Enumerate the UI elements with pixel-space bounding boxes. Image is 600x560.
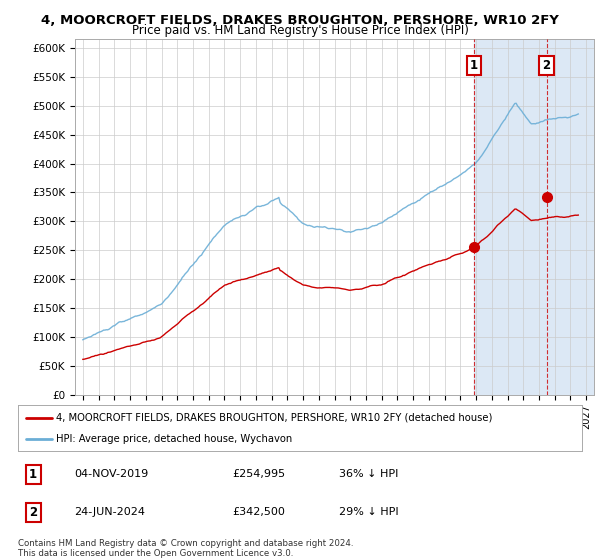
Text: 36% ↓ HPI: 36% ↓ HPI	[340, 469, 399, 479]
Text: £342,500: £342,500	[232, 507, 285, 517]
Text: Contains HM Land Registry data © Crown copyright and database right 2024.
This d: Contains HM Land Registry data © Crown c…	[18, 539, 353, 558]
Text: 2: 2	[29, 506, 37, 519]
Text: 04-NOV-2019: 04-NOV-2019	[74, 469, 149, 479]
Text: 1: 1	[469, 59, 478, 72]
Text: 2: 2	[542, 59, 551, 72]
Text: Price paid vs. HM Land Registry's House Price Index (HPI): Price paid vs. HM Land Registry's House …	[131, 24, 469, 38]
Text: 24-JUN-2024: 24-JUN-2024	[74, 507, 145, 517]
Text: 4, MOORCROFT FIELDS, DRAKES BROUGHTON, PERSHORE, WR10 2FY (detached house): 4, MOORCROFT FIELDS, DRAKES BROUGHTON, P…	[56, 413, 493, 423]
Bar	[473, 39, 594, 395]
Bar	[473, 39, 594, 395]
Text: £254,995: £254,995	[232, 469, 286, 479]
Text: 1: 1	[29, 468, 37, 481]
Text: 29% ↓ HPI: 29% ↓ HPI	[340, 507, 399, 517]
Text: 4, MOORCROFT FIELDS, DRAKES BROUGHTON, PERSHORE, WR10 2FY: 4, MOORCROFT FIELDS, DRAKES BROUGHTON, P…	[41, 14, 559, 27]
Text: HPI: Average price, detached house, Wychavon: HPI: Average price, detached house, Wych…	[56, 435, 293, 444]
